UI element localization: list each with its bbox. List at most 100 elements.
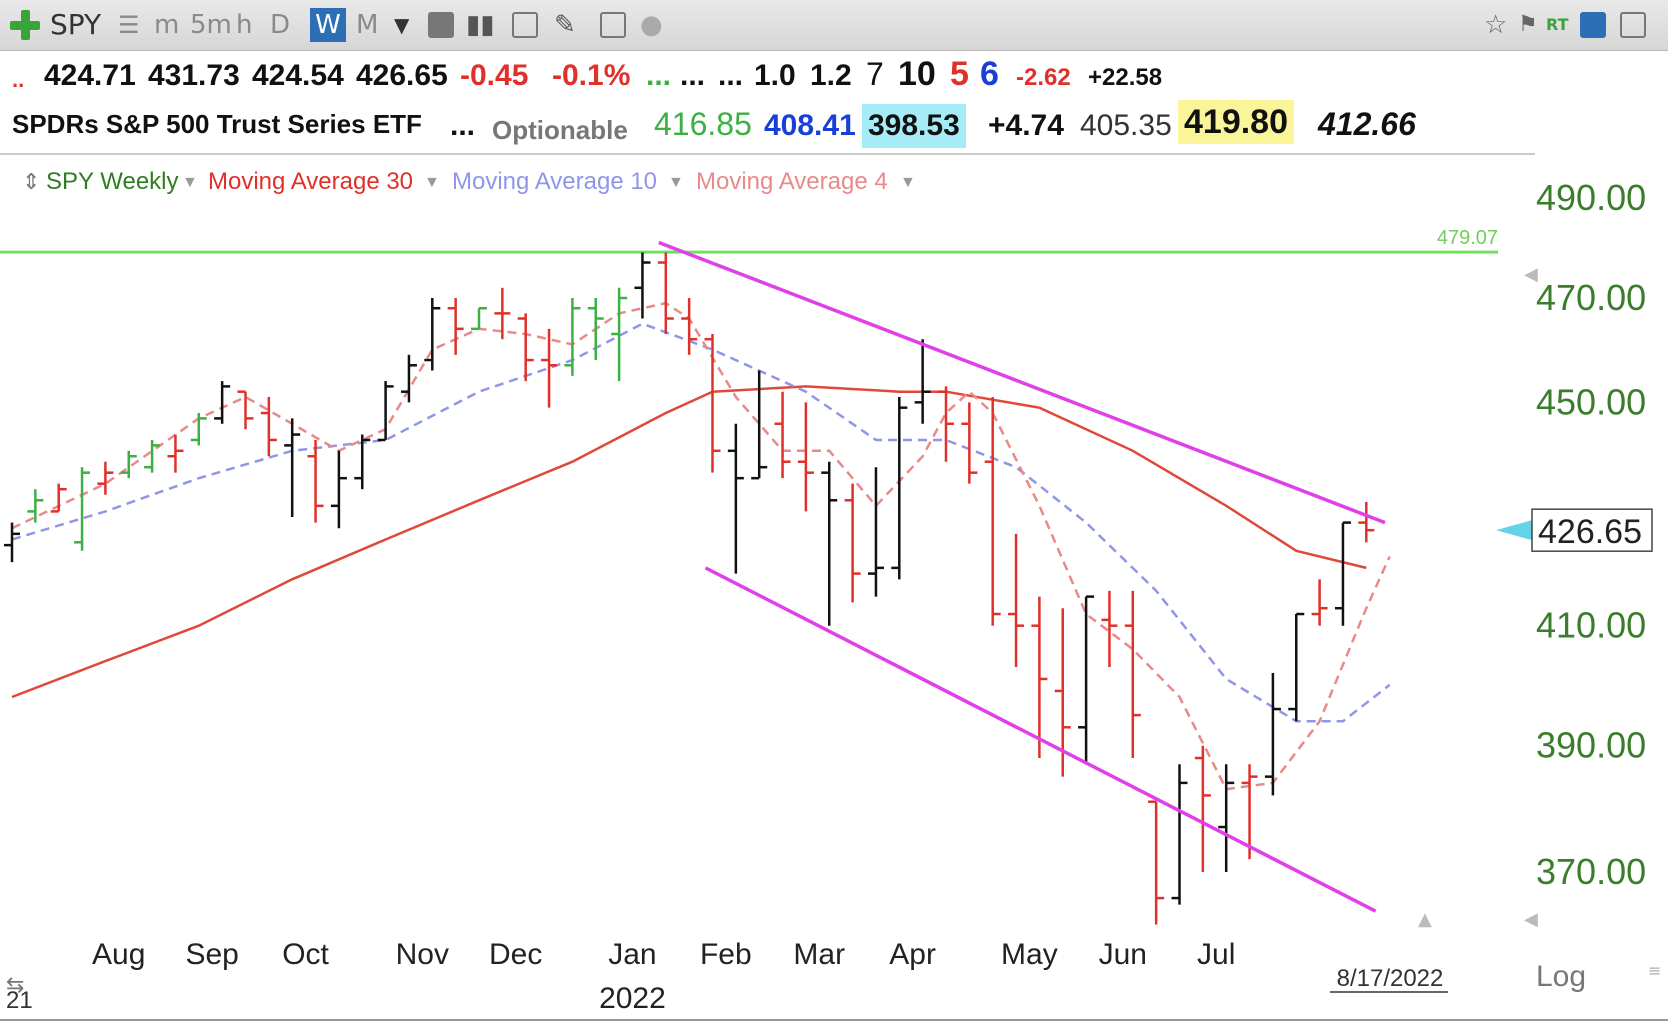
ohlc-bar [727, 423, 744, 574]
legend-series-dropdown-icon[interactable]: ▼ [182, 174, 198, 191]
ohlc-bar [1241, 764, 1258, 860]
period-d-button[interactable]: D [270, 10, 291, 40]
last-price-box [1531, 508, 1653, 552]
ohlc-bar [984, 397, 1001, 626]
ohlc-bar [471, 306, 487, 331]
period-m-button[interactable]: m [154, 10, 180, 40]
price-tick-label: 390.00 [1536, 725, 1646, 766]
low-price: 424.54 [252, 59, 344, 92]
resistance-level: 479.07 [0, 227, 1498, 254]
month-label: Jun [1099, 938, 1147, 971]
ohlc-bar [1334, 521, 1351, 626]
security-name: SPDRs S&P 500 Trust Series ETF [12, 109, 422, 139]
ohlc-bar [260, 397, 277, 457]
dots-1: ... [646, 59, 672, 92]
upper-trendline [658, 240, 1386, 525]
realtime-icon[interactable]: RT [1546, 15, 1569, 34]
dots-3: ... [718, 59, 744, 92]
ohlc-bar [541, 328, 558, 408]
stat-4: 10 [898, 55, 936, 93]
axis-scroll-up-icon[interactable]: ◀ [1524, 264, 1538, 285]
legend-ma30[interactable]: Moving Average 30 [208, 168, 413, 195]
trendlines [658, 240, 1386, 913]
legend-ma10[interactable]: Moving Average 10 [452, 168, 657, 195]
settings-s-icon[interactable] [1580, 12, 1606, 38]
time-axis: Aug Sep Oct Nov Dec Jan Feb Mar Apr May Jun Jul 2022… [0, 938, 1668, 1021]
legend-handle-icon[interactable]: ⇕ [22, 169, 40, 194]
add-symbol-icon[interactable] [10, 10, 40, 40]
level-label: 479.07 [1437, 227, 1498, 249]
ohlc-bar [564, 298, 581, 376]
save-icon[interactable] [1620, 12, 1646, 38]
flag-icon[interactable]: ⚑ [1518, 12, 1538, 37]
grid-icon[interactable] [512, 12, 538, 38]
axis-scroll-down-icon[interactable]: ◀ [1524, 909, 1538, 930]
ohlc-bar [611, 287, 628, 382]
price-tick-label: 490.00 [1536, 177, 1646, 218]
favorite-star-icon[interactable]: ☆ [1484, 10, 1508, 40]
ohlc-bar [867, 467, 884, 597]
ohlc-bar [681, 298, 698, 355]
month-label: Apr [889, 938, 936, 971]
ohlc-bar [447, 298, 464, 355]
ohlc-bar [120, 450, 137, 479]
ohlc-bar [938, 386, 954, 462]
period-w-button[interactable]: W [310, 8, 346, 42]
notes-icon[interactable] [600, 12, 626, 38]
ohlc-bar [1031, 596, 1048, 759]
last-price-label: 426.65 [1538, 513, 1642, 551]
legend-ma10-dropdown-icon[interactable]: ▼ [668, 174, 684, 191]
symbol-field[interactable]: SPY [50, 8, 102, 41]
chart-background [0, 152, 1668, 1024]
period-dropdown-icon[interactable]: ▼ [394, 13, 410, 37]
stat-price-3: 398.53 [862, 104, 966, 148]
list-icon[interactable]: ☰ [118, 11, 140, 39]
ohlc-bar [27, 489, 44, 523]
month-label: Sep [185, 938, 238, 971]
change-value: -0.45 [460, 59, 529, 92]
ohlc-bar [354, 434, 371, 490]
legend-ma4[interactable]: Moving Average 4 [696, 168, 888, 195]
quote-row-2: SPDRs S&P 500 Trust Series ETF ... Optio… [0, 100, 1668, 150]
period-h-button[interactable]: h [236, 10, 253, 40]
period-month-button[interactable]: M [356, 10, 379, 40]
axis-menu-icon[interactable]: ≡ [1648, 961, 1661, 980]
type-icon[interactable] [428, 12, 454, 38]
draw-pen-icon[interactable]: ✎ [554, 10, 576, 40]
month-label: May [1001, 938, 1058, 971]
ohlc-bar [821, 461, 838, 626]
stat-7: -2.62 [1016, 64, 1071, 91]
ohlc-bar [1008, 533, 1025, 668]
legend-ma4-dropdown-icon[interactable]: ▼ [900, 174, 916, 191]
share-icon[interactable]: ● [640, 10, 663, 40]
ohlc-bar [704, 334, 721, 473]
ohlc-bar [377, 381, 394, 442]
month-label: Jul [1197, 938, 1235, 971]
price-chart[interactable]: ⇕ SPY Weekly ▼ Moving Average 30 ▼ Movin… [0, 152, 1668, 1024]
ohlc-bar [167, 434, 184, 473]
stat-price-1: 416.85 [654, 106, 752, 142]
stat-price-4: +4.74 [988, 109, 1064, 142]
legend-ma30-dropdown-icon[interactable]: ▼ [424, 174, 440, 191]
ohlc-bar [190, 413, 207, 446]
ohlc-bar [1288, 612, 1305, 722]
ohlc-bar [494, 287, 511, 340]
stat-price-6: 419.80 [1178, 100, 1294, 144]
scroll-back-icon[interactable]: ⇆ [6, 973, 24, 998]
pan-up-icon[interactable]: ▲ [1418, 909, 1432, 930]
ohlc-bar [517, 313, 534, 382]
period-5m-button[interactable]: 5m [190, 10, 232, 40]
stat-price-7: 412.66 [1318, 106, 1416, 142]
ohlc-bar [4, 522, 20, 563]
chart-toolbar: SPY ☰ m 5m h D W M ▼ ▮▮ ✎ ● ☆ ⚑ RT [0, 0, 1668, 51]
ohlc-bar [400, 354, 417, 403]
name-dots: ... [450, 109, 476, 142]
quote-marker: .. [12, 67, 25, 92]
stat-5: 5 [950, 55, 969, 93]
bar-chart-icon[interactable]: ▮▮ [466, 10, 495, 40]
ohlc-bar [1264, 672, 1281, 796]
legend-series[interactable]: SPY Weekly [46, 168, 179, 195]
ohlc-bar [1218, 764, 1235, 872]
lower-trendline [704, 566, 1377, 913]
stat-3: 7 [866, 56, 884, 92]
